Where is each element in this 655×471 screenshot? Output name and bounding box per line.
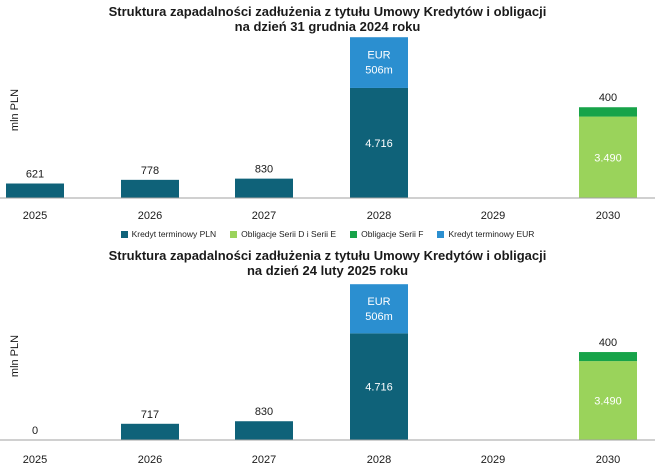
x-tick-label: 2026	[138, 454, 162, 466]
legend: Kredyt terminowy PLN Obligacje Serii D i…	[0, 227, 655, 241]
bar-2027-pln	[235, 421, 293, 440]
bar-2028-pln	[350, 333, 408, 440]
data-label: EUR	[367, 296, 390, 308]
legend-label-eur: Kredyt terminowy EUR	[448, 229, 535, 239]
legend-item-eur: Kredyt terminowy EUR	[437, 227, 534, 241]
y-axis-label: mln PLN	[9, 335, 21, 377]
x-tick-label: 2028	[367, 210, 391, 222]
legend-item-serie-de: Obligacje Serii D i Serii E	[230, 227, 336, 241]
x-tick-label: 2029	[481, 210, 505, 222]
chart-1-title-line1: Struktura zapadalności zadłużenia z tytu…	[108, 4, 547, 19]
data-label: 778	[141, 165, 159, 177]
data-label: 0	[32, 425, 38, 437]
bar-2028-eur	[350, 37, 408, 88]
data-label: 4.716	[365, 138, 393, 150]
x-tick-label: 2028	[367, 454, 391, 466]
bar-2027-pln	[235, 178, 293, 198]
data-label: 506m	[365, 65, 393, 77]
data-label: 4.716	[365, 382, 393, 394]
x-tick-label: 2029	[481, 454, 505, 466]
x-tick-label: 2025	[23, 210, 47, 222]
bar-2030-serie_f	[579, 352, 637, 362]
bar-2026-pln	[121, 423, 179, 440]
bar-2026-pln	[121, 179, 179, 198]
data-label: 830	[255, 164, 273, 176]
data-label: 830	[255, 406, 273, 418]
bar-2028-eur	[350, 284, 408, 334]
data-label: 3.490	[594, 152, 622, 164]
x-tick-label: 2030	[596, 454, 620, 466]
data-label: 400	[599, 337, 617, 349]
x-tick-label: 2025	[23, 454, 47, 466]
x-tick-label: 2027	[252, 454, 276, 466]
chart-2: mln PLN 2025 2026 2027 2028 2029 2030 0 717 830 4.…	[0, 284, 655, 466]
legend-label-serie-de: Obligacje Serii D i Serii E	[241, 229, 337, 239]
bar-2025-pln	[6, 183, 64, 198]
chart-1-title: Struktura zapadalności zadłużenia z tytu…	[0, 4, 655, 34]
chart-2-title-line1: Struktura zapadalności zadłużenia z tytu…	[108, 248, 547, 263]
chart-1: mln PLN 2025 2026 2027 2028 2029 2030 621 778 830…	[0, 37, 655, 222]
bar-2030-serie_f	[579, 107, 637, 117]
chart-2-title-line2: na dzień 24 luty 2025 roku	[246, 263, 409, 278]
legend-item-pln: Kredyt terminowy PLN	[120, 227, 217, 241]
x-tick-label: 2026	[138, 210, 162, 222]
data-label: EUR	[367, 50, 390, 62]
legend-swatch-serie-f	[350, 230, 358, 238]
bar-2030-serie_de	[579, 361, 637, 440]
legend-item-serie-f: Obligacje Serii F	[350, 227, 423, 241]
data-label: 621	[26, 169, 44, 181]
legend-swatch-serie-de	[230, 230, 238, 238]
chart-2-title: Struktura zapadalności zadłużenia z tytu…	[0, 248, 655, 278]
bar-2030-serie_de	[579, 116, 637, 198]
data-label: 3.490	[594, 396, 622, 408]
chart-1-title-line2: na dzień 31 grudnia 2024 roku	[234, 19, 421, 34]
legend-label-serie-f: Obligacje Serii F	[361, 229, 424, 239]
data-label: 717	[141, 409, 159, 421]
data-label: 400	[599, 92, 617, 104]
legend-swatch-pln	[120, 230, 128, 238]
bar-2028-pln	[350, 87, 408, 198]
legend-swatch-eur	[437, 230, 445, 238]
legend-label-pln: Kredyt terminowy PLN	[131, 229, 217, 239]
data-label: 506m	[365, 311, 393, 323]
x-tick-label: 2027	[252, 210, 276, 222]
x-tick-label: 2030	[596, 210, 620, 222]
y-axis-label: mln PLN	[9, 89, 21, 131]
